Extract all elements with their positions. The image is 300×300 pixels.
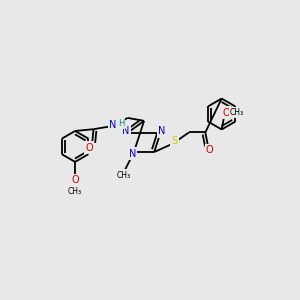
Text: CH₃: CH₃ [116, 171, 130, 180]
Text: N: N [109, 120, 116, 130]
Text: S: S [171, 136, 177, 146]
Text: O: O [71, 175, 79, 185]
Text: O: O [85, 142, 93, 153]
Text: N: N [158, 126, 166, 136]
Text: CH₃: CH₃ [68, 187, 82, 196]
Text: H: H [118, 119, 124, 128]
Text: CH₃: CH₃ [230, 108, 244, 117]
Text: O: O [222, 107, 230, 118]
Text: N: N [122, 126, 130, 136]
Text: O: O [206, 145, 214, 155]
Text: N: N [129, 148, 136, 158]
